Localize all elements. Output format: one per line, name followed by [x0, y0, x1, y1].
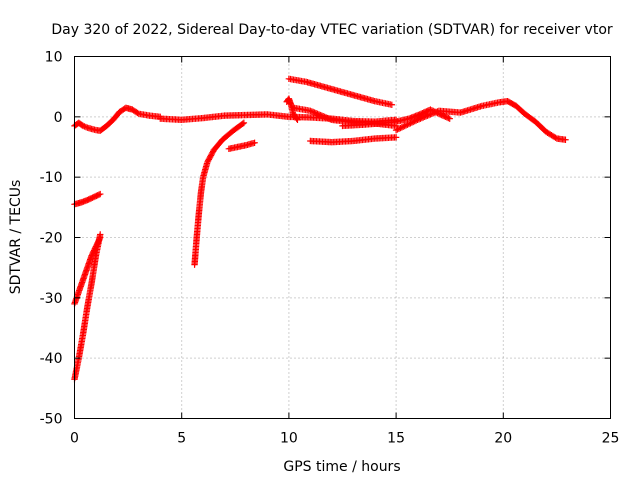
data-point-arc-right: [431, 109, 438, 116]
data-point-arc-descend: [317, 111, 324, 119]
data-point-arc-descend: [311, 109, 318, 116]
y-tick-label: 0: [54, 110, 63, 126]
x-tick-label: 0: [70, 431, 79, 447]
data-point-arc-right-rise: [445, 114, 452, 122]
data-point-arc-right: [428, 110, 436, 118]
data-point-arc-right: [398, 124, 406, 131]
data-point-arc-descend: [309, 108, 317, 116]
y-tick-label: -50: [40, 412, 63, 428]
data-point-arc-right: [415, 116, 423, 123]
data-point-arc-right: [400, 123, 407, 130]
data-point-arc-right: [552, 134, 559, 141]
data-point-arc-right: [407, 120, 414, 127]
data-point-arc-small-low: [251, 139, 258, 146]
data-point-arc-right: [430, 110, 437, 117]
y-tick-label: 10: [45, 50, 63, 66]
data-point-arc-low-left: [97, 190, 104, 198]
data-point-arc-right: [420, 114, 427, 121]
data-point-arc-right: [418, 114, 426, 122]
y-axis-label: SDTVAR / TECUs: [8, 180, 24, 295]
data-point-arc-low-middle: [392, 134, 400, 141]
data-point-arc-descend: [327, 116, 334, 123]
data-point-arc-descend: [308, 108, 315, 115]
data-point-arc-right: [397, 124, 404, 132]
data-point-arc-right: [410, 118, 417, 126]
data-point-arc-descend: [318, 112, 325, 119]
data-point-arc-right: [417, 115, 424, 122]
y-tick-label: -20: [40, 231, 63, 247]
data-marks: [71, 75, 569, 383]
x-tick-label: 10: [280, 431, 298, 447]
data-point-arc-main-left: [134, 109, 141, 117]
x-tick-label: 20: [494, 431, 512, 447]
data-point-arc-descend: [320, 113, 327, 120]
data-point-arc-main-left: [79, 122, 87, 130]
data-point-arc-right: [562, 136, 569, 143]
data-point-arc-main-left: [81, 123, 88, 130]
chart-title: Day 320 of 2022, Sidereal Day-to-day VTE…: [51, 22, 613, 38]
data-point-arc-descend: [322, 114, 330, 121]
data-point-arc-right: [392, 126, 400, 134]
data-point-arc-descend: [315, 111, 323, 118]
data-point-arc-right: [404, 121, 411, 128]
data-point-arc-right: [424, 112, 431, 119]
data-point-arc-right: [425, 111, 433, 119]
data-point-arc-right: [405, 120, 413, 128]
data-point-arc-right: [394, 126, 401, 133]
data-point-arc-right: [402, 122, 410, 129]
data-point-arc-descend: [325, 115, 333, 122]
data-point-arc-recovery: [240, 119, 248, 127]
data-point-arc-right-rise: [446, 115, 453, 122]
data-point-arc-right: [412, 117, 420, 124]
data-point-arc-right: [411, 118, 418, 125]
data-point-arc-right: [395, 125, 403, 132]
data-point-arc-right: [432, 108, 440, 116]
data-point-arc-right: [427, 111, 434, 118]
data-point-arc-spike: [294, 116, 301, 124]
y-tick-label: -40: [40, 351, 63, 367]
y-tick-label: -30: [40, 291, 63, 307]
data-point-arc-spike: [293, 115, 300, 122]
x-tick-label: 15: [387, 431, 405, 447]
data-point-arc-descend: [321, 113, 328, 121]
data-point-arc-high: [388, 101, 396, 108]
axis-ticks: 0 5 10 15 20 25 -50 -40 -30 -20 -10 0 10: [40, 50, 620, 447]
x-tick-label: 25: [602, 431, 620, 447]
x-axis-label: GPS time / hours: [283, 459, 400, 475]
data-point-arc-descend: [312, 110, 320, 117]
data-point-arc-main-left: [82, 123, 90, 131]
data-point-arc-right: [421, 113, 428, 121]
data-point-arc-right: [422, 113, 430, 120]
grid-lines: [74, 56, 611, 419]
data-point-arc-steep-2: [97, 234, 104, 241]
data-point-arc-descend: [307, 107, 314, 114]
data-point-arc-right: [408, 119, 416, 126]
data-point-arc-recovery: [239, 120, 246, 127]
data-point-arc-right: [414, 116, 421, 124]
data-point-arc-descend: [314, 110, 321, 118]
y-tick-label: -10: [40, 170, 63, 186]
data-point-arc-steep-2: [96, 235, 103, 242]
data-point-arc-low-left: [95, 191, 103, 198]
data-point-arc-right: [401, 122, 408, 130]
data-point-arc-descend: [324, 114, 331, 122]
x-tick-label: 5: [177, 431, 186, 447]
